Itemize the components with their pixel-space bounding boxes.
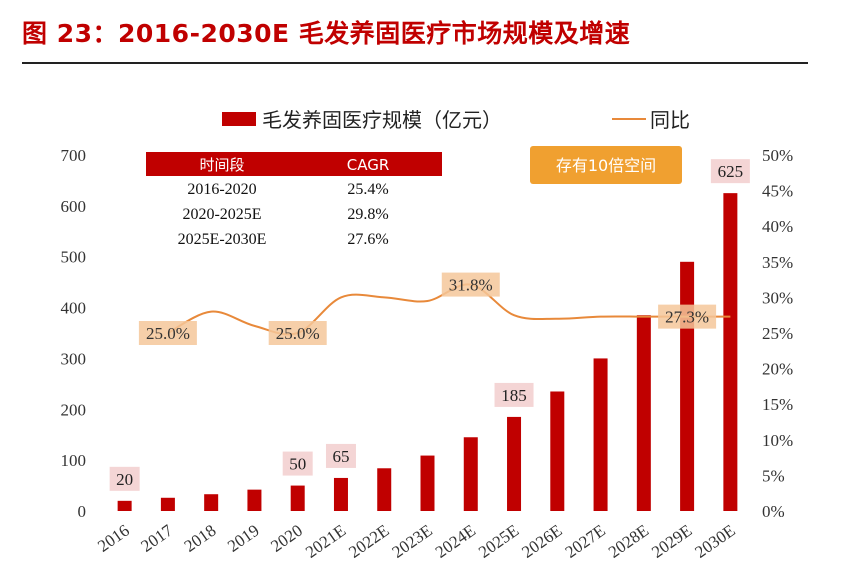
left-axis: 0 100 200 300 400 500 600 700 xyxy=(61,146,87,521)
bar xyxy=(117,500,132,511)
x-axis-tick: 2027E xyxy=(562,521,609,562)
legend-bar-swatch xyxy=(222,112,256,126)
bar-label-box xyxy=(710,159,750,184)
bar-data-label: 625 xyxy=(718,162,744,181)
cagr-row-value: 29.8% xyxy=(347,206,388,223)
right-axis-tick: 15% xyxy=(762,395,793,414)
left-axis-tick: 600 xyxy=(61,197,87,216)
right-axis: 0% 5% 10% 15% 20% 25% 30% 35% 40% 45% 50% xyxy=(762,146,793,521)
cagr-row-value: 25.4% xyxy=(347,181,388,198)
title-divider xyxy=(22,62,808,64)
right-axis-tick: 10% xyxy=(762,431,793,450)
growth-potential-note-text: 存有10倍空间 xyxy=(556,156,656,175)
cagr-table: 时间段 CAGR 2016-2020 25.4% 2020-2025E 29.8… xyxy=(146,152,442,248)
bar-label-box xyxy=(325,443,356,468)
right-axis-tick: 20% xyxy=(762,360,793,379)
cagr-row-period: 2025E-2030E xyxy=(178,231,267,248)
line-data-label: 25.0% xyxy=(146,324,190,343)
bar xyxy=(420,455,435,511)
line-data-label: 31.8% xyxy=(449,276,493,295)
bar-label-box xyxy=(109,466,140,491)
cagr-header-period: 时间段 xyxy=(199,156,244,174)
cagr-row-period: 2020-2025E xyxy=(182,206,261,223)
line-label-box xyxy=(658,304,717,329)
left-axis-tick: 100 xyxy=(61,451,87,470)
x-axis: 2016 2017 2018 2019 20202021E2022E2023E2024E… xyxy=(94,520,738,561)
growth-potential-note-bg xyxy=(530,146,682,184)
bar xyxy=(593,358,608,511)
right-axis-tick: 0% xyxy=(762,502,785,521)
bar xyxy=(723,193,738,511)
line-data-labels: 25.0% 25.0% 31.8% 27.3% xyxy=(138,272,717,345)
bar-data-labels: 20 50 65 185 625 xyxy=(109,159,750,491)
bar-data-label: 185 xyxy=(501,386,527,405)
bar-data-label: 65 xyxy=(332,447,349,466)
left-axis-tick: 500 xyxy=(61,248,87,267)
x-axis-tick: 2025E xyxy=(475,521,522,562)
legend-bar-label: 毛发养固医疗规模（亿元） xyxy=(262,108,502,132)
right-axis-tick: 35% xyxy=(762,253,793,272)
legend: 毛发养固医疗规模（亿元） 同比 xyxy=(222,108,690,132)
x-axis-tick: 2022E xyxy=(345,521,392,562)
growth-potential-note: 存有10倍空间 xyxy=(530,146,682,184)
bar xyxy=(507,416,522,511)
bar xyxy=(550,391,565,511)
x-axis-tick: 2024E xyxy=(432,521,479,562)
x-axis-tick: 2029E xyxy=(648,521,695,562)
legend-line-label: 同比 xyxy=(650,108,690,132)
bar-label-box xyxy=(494,382,534,407)
x-axis-tick: 2018 xyxy=(181,521,220,556)
x-axis-tick: 2021E xyxy=(302,521,349,562)
line-data-label: 25.0% xyxy=(276,324,320,343)
x-axis-tick: 2019 xyxy=(224,521,263,556)
figure-title: 图 23：2016-2030E 毛发养固医疗市场规模及增速 xyxy=(22,19,631,48)
x-axis-tick: 2016 xyxy=(94,521,133,556)
bar xyxy=(204,494,219,511)
right-axis-tick: 40% xyxy=(762,217,793,236)
bar xyxy=(290,485,305,511)
x-axis-tick: 2026E xyxy=(518,521,565,562)
left-axis-tick: 400 xyxy=(61,299,87,318)
right-axis-tick: 50% xyxy=(762,146,793,165)
bar xyxy=(377,468,392,511)
x-axis-tick: 2020 xyxy=(267,521,306,556)
left-axis-tick: 0 xyxy=(78,502,87,521)
cagr-header-value: CAGR xyxy=(347,156,390,174)
right-axis-tick: 30% xyxy=(762,288,793,307)
bar xyxy=(463,437,478,511)
left-axis-tick: 300 xyxy=(61,349,87,368)
cagr-row-value: 27.6% xyxy=(347,231,388,248)
x-axis-tick: 2030E xyxy=(691,521,738,562)
bar-label-box xyxy=(282,451,313,476)
bar-data-label: 20 xyxy=(116,470,133,489)
bar xyxy=(333,477,348,511)
bar xyxy=(247,489,262,511)
cagr-table-header-bg xyxy=(146,152,442,176)
bar xyxy=(160,497,175,511)
left-axis-tick: 700 xyxy=(61,146,87,165)
bar xyxy=(636,315,651,511)
bar-data-label: 50 xyxy=(289,455,306,474)
x-axis-tick: 2028E xyxy=(605,521,652,562)
bar xyxy=(680,261,695,511)
line-label-box xyxy=(268,321,327,345)
right-axis-tick: 25% xyxy=(762,324,793,343)
left-axis-tick: 200 xyxy=(61,400,87,419)
right-axis-tick: 5% xyxy=(762,466,785,485)
x-axis-tick: 2023E xyxy=(389,521,436,562)
x-axis-tick: 2017 xyxy=(137,520,176,555)
line-label-box xyxy=(138,321,197,345)
right-axis-tick: 45% xyxy=(762,182,793,201)
cagr-row-period: 2016-2020 xyxy=(187,181,256,198)
bar-series xyxy=(117,193,738,511)
line-data-label: 27.3% xyxy=(665,308,709,327)
line-label-box xyxy=(441,272,500,297)
